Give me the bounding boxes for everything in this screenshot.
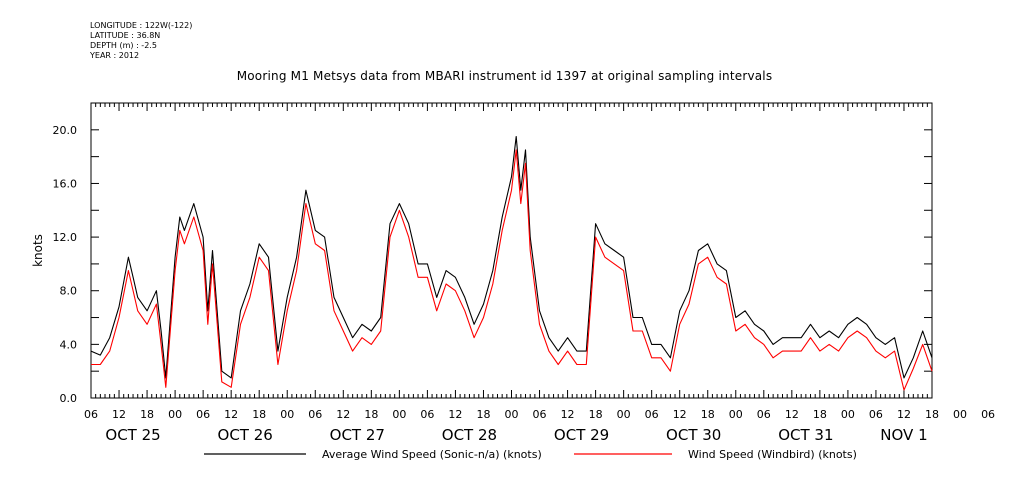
x-tick-label: 18 bbox=[925, 408, 939, 421]
x-tick-label: 06 bbox=[308, 408, 322, 421]
x-tick-label: 18 bbox=[140, 408, 154, 421]
x-tick-label: 18 bbox=[476, 408, 490, 421]
y-tick-label: 16.0 bbox=[53, 177, 78, 190]
y-tick-label: 0.0 bbox=[60, 392, 78, 405]
x-tick-label: 00 bbox=[168, 408, 182, 421]
latitude-label: LATITUDE : 36.8N bbox=[90, 31, 161, 40]
y-tick-label: 20.0 bbox=[53, 124, 78, 137]
date-label: OCT 30 bbox=[666, 426, 721, 444]
plot-frame bbox=[90, 102, 933, 399]
legend-label: Wind Speed (Windbird) (knots) bbox=[688, 448, 857, 461]
x-tick-label: 18 bbox=[701, 408, 715, 421]
depth-label: DEPTH (m) : -2.5 bbox=[90, 41, 157, 50]
date-label: OCT 25 bbox=[105, 426, 160, 444]
x-tick-label: 18 bbox=[364, 408, 378, 421]
x-tick-label: 06 bbox=[533, 408, 547, 421]
x-tick-label: 06 bbox=[196, 408, 210, 421]
x-tick-label: 00 bbox=[953, 408, 967, 421]
x-tick-label: 12 bbox=[785, 408, 799, 421]
chart-title: Mooring M1 Metsys data from MBARI instru… bbox=[236, 69, 773, 83]
x-tick-label: 00 bbox=[841, 408, 855, 421]
year-label: YEAR : 2012 bbox=[90, 51, 140, 60]
date-label: OCT 29 bbox=[554, 426, 609, 444]
x-tick-label: 12 bbox=[224, 408, 238, 421]
x-tick-label: 06 bbox=[981, 408, 995, 421]
y-axis-label: knots bbox=[31, 234, 45, 267]
y-tick-label: 4.0 bbox=[60, 338, 78, 351]
x-tick-label: 12 bbox=[897, 408, 911, 421]
x-tick-label: 00 bbox=[280, 408, 294, 421]
x-tick-label: 06 bbox=[757, 408, 771, 421]
date-label: OCT 28 bbox=[442, 426, 497, 444]
y-tick-label: 12.0 bbox=[53, 231, 78, 244]
x-tick-label: 18 bbox=[813, 408, 827, 421]
x-tick-label: 18 bbox=[589, 408, 603, 421]
x-tick-label: 06 bbox=[869, 408, 883, 421]
x-tick-label: 18 bbox=[252, 408, 266, 421]
x-tick-label: 12 bbox=[561, 408, 575, 421]
x-tick-label: 06 bbox=[645, 408, 659, 421]
x-tick-label: 00 bbox=[505, 408, 519, 421]
x-tick-label: 12 bbox=[336, 408, 350, 421]
y-tick-label: 8.0 bbox=[60, 285, 78, 298]
date-label: OCT 26 bbox=[218, 426, 273, 444]
metadata-block: LONGITUDE : 122W(-122) LATITUDE : 36.8N … bbox=[90, 21, 192, 61]
date-label: OCT 31 bbox=[778, 426, 833, 444]
longitude-label: LONGITUDE : 122W(-122) bbox=[90, 21, 193, 30]
x-tick-label: 00 bbox=[392, 408, 406, 421]
date-label: NOV 1 bbox=[880, 426, 927, 444]
x-tick-label: 06 bbox=[84, 408, 98, 421]
x-tick-label: 12 bbox=[673, 408, 687, 421]
x-tick-label: 00 bbox=[617, 408, 631, 421]
x-tick-label: 06 bbox=[420, 408, 434, 421]
series-line-windbird-wind-speed bbox=[91, 149, 933, 391]
date-label: OCT 27 bbox=[330, 426, 385, 444]
series-line-average-wind-speed bbox=[90, 135, 933, 379]
x-tick-label: 12 bbox=[448, 408, 462, 421]
legend-label: Average Wind Speed (Sonic-n/a) (knots) bbox=[322, 448, 542, 461]
x-tick-label: 00 bbox=[729, 408, 743, 421]
x-tick-label: 12 bbox=[112, 408, 126, 421]
